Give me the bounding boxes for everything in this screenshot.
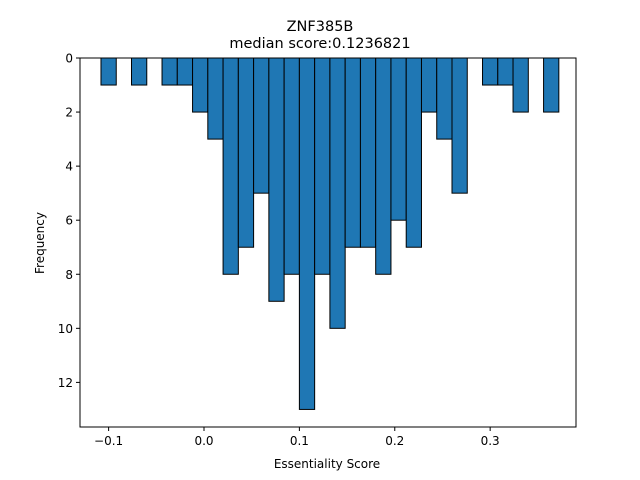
histogram-bar-11 <box>298 57 316 410</box>
histogram-bar-0 <box>100 57 117 86</box>
histogram-bar-14 <box>344 57 361 248</box>
histogram-bar-13 <box>329 57 346 329</box>
y-tick-label: 6 <box>65 214 73 228</box>
histogram-bar-19 <box>420 57 438 113</box>
x-tick-label: 0.1 <box>290 434 309 448</box>
x-tick-label: 0.2 <box>385 434 404 448</box>
histogram-bar-25 <box>543 57 560 113</box>
x-tick-label: −0.1 <box>94 434 123 448</box>
chart-title: ZNF385B <box>287 19 354 35</box>
histogram-bar-15 <box>359 57 377 248</box>
histogram-bar-8 <box>253 57 270 194</box>
histogram-bar-9 <box>268 57 285 302</box>
histogram-bar-20 <box>436 57 453 140</box>
histogram-bar-17 <box>390 57 407 221</box>
histogram-bar-23 <box>497 57 514 86</box>
histogram-bar-7 <box>237 57 255 248</box>
histogram-bar-1 <box>131 57 148 86</box>
histogram-bar-5 <box>207 57 224 140</box>
y-tick-label: 12 <box>58 376 73 390</box>
y-tick-label: 2 <box>65 106 73 120</box>
y-tick-label: 10 <box>58 322 73 336</box>
plot-frame <box>79 57 577 428</box>
x-axis-title: Essentiality Score <box>274 457 380 471</box>
y-tick-label: 4 <box>65 160 73 174</box>
histogram-bar-4 <box>192 57 209 113</box>
x-axis-ticks: −0.1 0.0 0.1 0.2 0.3 <box>94 427 500 448</box>
chart-subtitle: median score:0.1236821 <box>229 36 410 52</box>
histogram-bar-2 <box>161 57 178 86</box>
y-axis-title: Frequency <box>33 212 47 274</box>
histogram-bar-10 <box>283 57 300 275</box>
histogram-bar-21 <box>451 57 468 194</box>
x-tick-label: 0.3 <box>481 434 500 448</box>
histogram-bar-16 <box>375 57 392 275</box>
x-tick-label: 0.0 <box>194 434 213 448</box>
histogram-bar-22 <box>482 57 499 86</box>
bars-group <box>100 57 560 410</box>
y-tick-label: 0 <box>65 52 73 66</box>
y-axis-ticks: 0 2 4 6 8 10 12 <box>58 52 80 390</box>
y-tick-label: 8 <box>65 268 73 282</box>
histogram-bar-12 <box>314 57 331 275</box>
histogram-bar-6 <box>222 57 239 275</box>
histogram-bar-18 <box>405 57 422 248</box>
histogram-bar-24 <box>512 57 529 113</box>
histogram-bar-3 <box>176 57 194 86</box>
